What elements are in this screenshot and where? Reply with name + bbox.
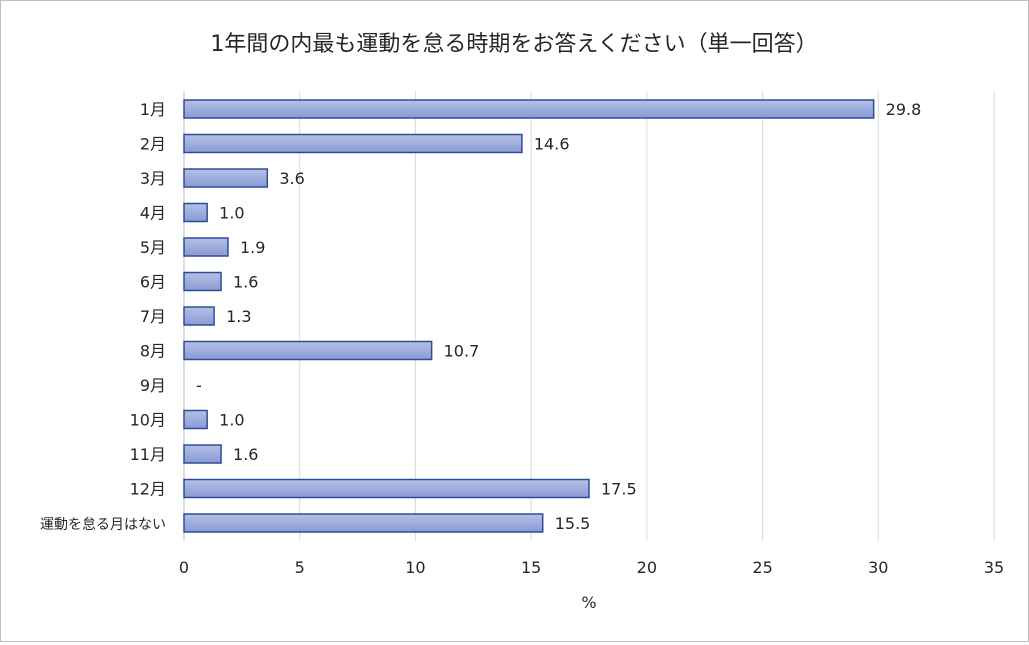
bar-7 <box>183 306 215 326</box>
x-tick-label: 15 <box>521 558 541 577</box>
chart-title: 1年間の内最も運動を怠る時期をお答えください（単一回答） <box>210 32 817 57</box>
bar-1 <box>183 99 875 119</box>
x-tick-label: 5 <box>295 558 305 577</box>
data-label: 17.5 <box>601 480 637 499</box>
bars <box>183 99 875 533</box>
bar-5 <box>183 237 229 257</box>
data-label: 15.5 <box>555 514 591 533</box>
category-label: 7月 <box>140 307 166 326</box>
bar-10 <box>183 409 208 430</box>
x-tick-labels: 0 5 10 15 20 25 30 35 <box>179 558 1004 577</box>
bar-3 <box>183 168 269 188</box>
x-tick-label: 25 <box>752 558 772 577</box>
x-tick-label: 0 <box>179 558 189 577</box>
category-label: 12月 <box>130 480 166 499</box>
data-label: 3.6 <box>279 169 304 188</box>
category-label: 1月 <box>140 100 166 119</box>
category-label: 3月 <box>140 169 166 188</box>
bar-4 <box>183 202 208 223</box>
data-label: 1.6 <box>233 273 258 292</box>
category-label: 9月 <box>140 376 166 395</box>
category-label: 10月 <box>130 411 166 430</box>
bar-6 <box>183 271 222 292</box>
data-label: 10.7 <box>444 342 480 361</box>
category-label: 11月 <box>130 445 166 464</box>
x-tick-label: 20 <box>637 558 657 577</box>
category-label: 6月 <box>140 273 166 292</box>
x-tick-label: 30 <box>868 558 888 577</box>
x-tick-label: 10 <box>405 558 425 577</box>
bar-2 <box>183 133 523 154</box>
category-label: 5月 <box>140 238 166 257</box>
x-tick-label: 35 <box>984 558 1004 577</box>
category-label: 8月 <box>140 342 166 361</box>
data-label: 29.8 <box>886 100 922 119</box>
bar-13 <box>183 513 544 533</box>
bar-11 <box>183 444 222 464</box>
data-label: 1.3 <box>226 307 251 326</box>
data-label: 1.9 <box>240 238 265 257</box>
gridlines <box>183 91 995 541</box>
data-label: 1.6 <box>233 445 258 464</box>
bar-8 <box>183 340 433 361</box>
category-label: 4月 <box>140 204 166 223</box>
data-label: - <box>196 376 202 395</box>
x-axis-label: % <box>581 593 596 612</box>
category-label: 2月 <box>140 135 166 154</box>
data-label: 1.0 <box>219 411 244 430</box>
data-label: 14.6 <box>534 135 570 154</box>
data-labels: 29.814.63.61.01.91.61.310.7-1.01.617.515… <box>196 100 921 533</box>
data-label: 1.0 <box>219 204 244 223</box>
bar-12 <box>183 478 590 499</box>
category-label: 運動を怠る月はない <box>40 517 166 533</box>
